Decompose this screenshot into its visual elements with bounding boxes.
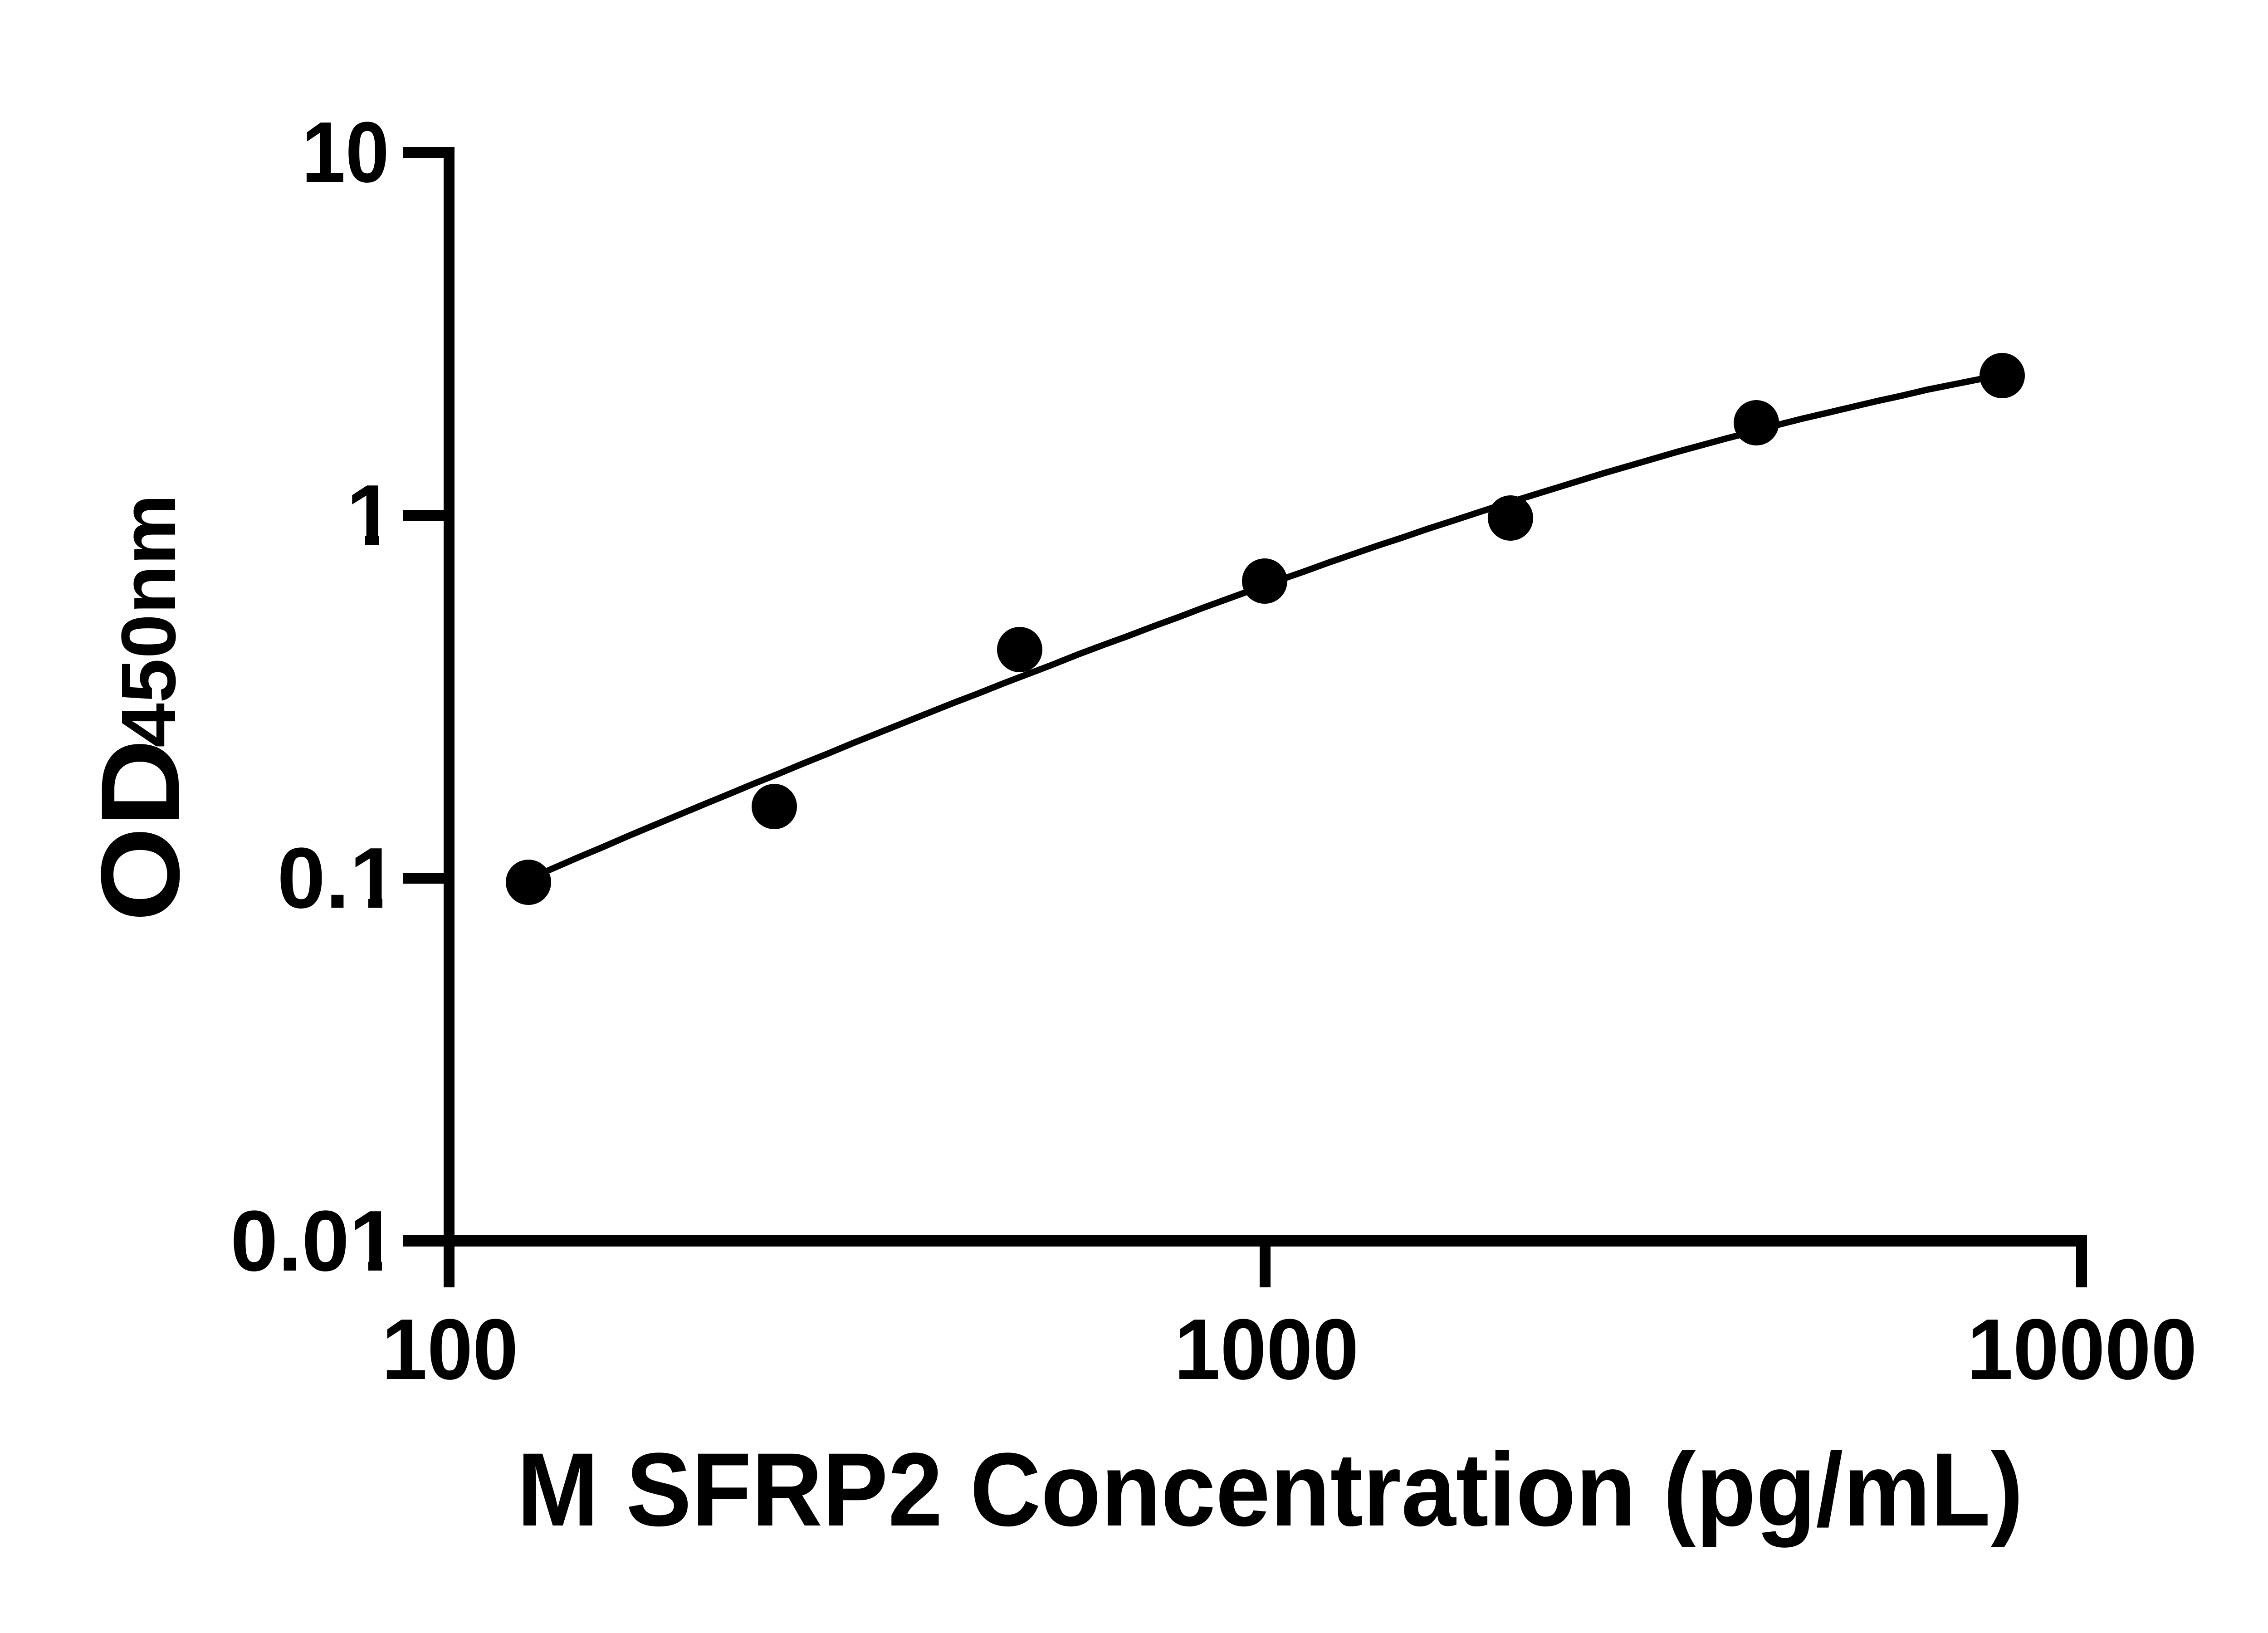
svg-text:100: 100 [382,1301,518,1398]
svg-text:10000: 10000 [1967,1301,2197,1398]
svg-text:1000: 1000 [1174,1301,1359,1398]
svg-text:450nm: 450nm [106,494,192,748]
svg-text:0.01: 0.01 [230,1193,397,1289]
svg-text:M SFRP2 Concentration (pg/mL): M SFRP2 Concentration (pg/mL) [517,1431,2024,1548]
svg-text:1: 1 [346,467,394,563]
svg-text:OD: OD [78,739,203,922]
svg-text:0.1: 0.1 [277,830,398,926]
svg-text:10: 10 [302,104,389,200]
